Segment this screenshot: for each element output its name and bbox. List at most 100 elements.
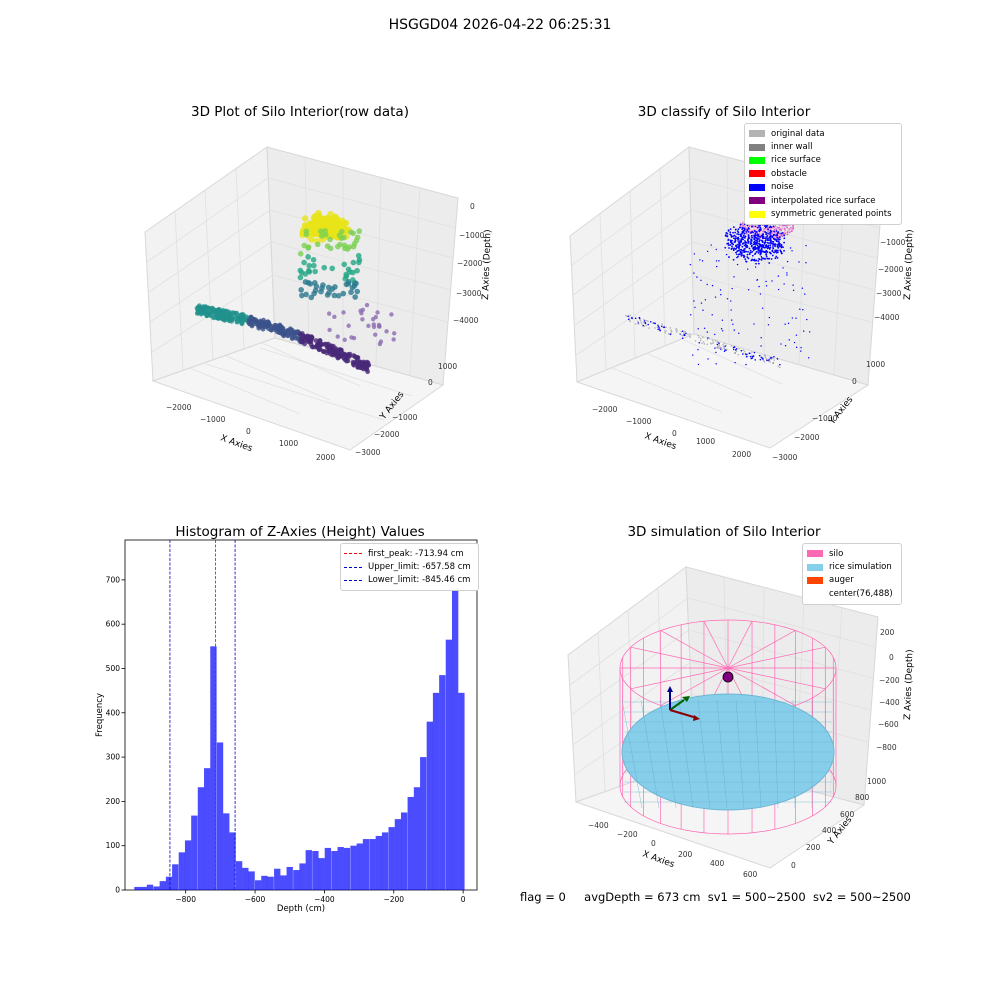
raw-data-point <box>340 290 347 297</box>
noise-point <box>734 231 736 234</box>
noise-point <box>741 251 743 254</box>
raw-xtick: −1000 <box>200 415 226 424</box>
raw-data-point <box>348 289 354 296</box>
sv1-text: sv1 = 500~2500 <box>707 890 806 904</box>
generated-point <box>741 221 744 223</box>
raw-data-point <box>233 316 239 322</box>
noise-point <box>773 251 775 254</box>
raw-data-point <box>341 261 347 268</box>
noise-point <box>746 253 749 256</box>
raw-data-point <box>302 279 309 285</box>
raw-data-point <box>335 334 340 339</box>
noise-point <box>753 237 756 240</box>
raw-data-point <box>217 309 223 314</box>
raw-ztick: −1000 <box>459 231 485 240</box>
raw-data-point <box>231 310 237 316</box>
generated-point <box>767 230 769 232</box>
classify-plot-title: 3D classify of Silo Interior <box>637 104 811 120</box>
raw-data-point <box>356 228 363 234</box>
noise-point <box>780 252 783 255</box>
generated-point <box>745 232 748 235</box>
noise-point <box>741 230 744 233</box>
raw-data-point <box>364 302 370 308</box>
noise-point <box>738 253 741 256</box>
noise-point <box>737 237 739 240</box>
raw-data-point <box>354 355 359 360</box>
noise-point <box>748 247 751 250</box>
noise-point <box>768 242 770 245</box>
raw-data-point <box>335 292 342 299</box>
raw-zaxis-label: Z Axies (Depth) <box>481 229 493 300</box>
raw-xtick: 0 <box>246 427 251 436</box>
raw-data-point <box>342 337 347 343</box>
generated-point <box>779 224 781 227</box>
noise-point <box>730 236 733 238</box>
noise-point <box>750 235 753 237</box>
sim-ztick: −400 <box>879 698 900 707</box>
generated-point <box>764 235 767 238</box>
raw-data-point <box>332 219 339 227</box>
noise-point <box>737 233 740 236</box>
raw-data-point <box>306 269 313 275</box>
noise-point <box>743 250 746 252</box>
legend-swatch <box>807 590 823 597</box>
generated-point <box>791 228 794 231</box>
generated-point <box>777 226 779 229</box>
raw-data-point <box>391 337 396 342</box>
raw-data-points <box>194 209 397 375</box>
raw-data-point <box>223 308 229 314</box>
noise-point <box>736 233 739 235</box>
noise-point <box>753 229 756 232</box>
noise-point <box>775 251 778 254</box>
noise-point <box>783 241 785 244</box>
generated-point <box>775 228 778 231</box>
histogram-title: Histogram of Z-Axies (Height) Values <box>175 524 425 540</box>
noise-point <box>741 226 744 229</box>
raw-data-point <box>309 334 315 340</box>
noise-point <box>770 226 773 229</box>
noise-point <box>773 230 776 233</box>
raw-data-point <box>301 259 307 266</box>
raw-data-point <box>220 316 225 322</box>
noise-point <box>753 241 755 244</box>
noise-point <box>737 243 739 246</box>
legend-label: auger <box>829 575 854 586</box>
avg-depth-text: avgDepth = 673 cm <box>584 890 701 904</box>
noise-point <box>749 249 752 252</box>
sim-ztick: 200 <box>880 628 895 637</box>
noise-point <box>751 236 753 239</box>
noise-point <box>777 246 780 249</box>
raw-data-point <box>244 314 249 320</box>
noise-point <box>772 247 775 250</box>
noise-point <box>764 231 766 233</box>
raw-data-point <box>371 324 377 330</box>
figure-title: HSGGD04 2026-04-22 06:25:31 <box>388 17 612 33</box>
raw-data-point <box>211 315 216 321</box>
raw-data-point <box>203 304 209 310</box>
raw-data-point <box>376 322 382 328</box>
noise-point <box>776 232 779 234</box>
noise-point <box>758 258 761 261</box>
noise-point <box>766 247 769 250</box>
noise-point <box>766 224 769 227</box>
raw-data-point <box>373 314 378 320</box>
raw-data-point <box>340 219 348 227</box>
noise-point <box>731 239 733 242</box>
noise-point <box>779 249 782 252</box>
noise-point <box>740 235 743 238</box>
raw-data-point <box>323 216 330 224</box>
noise-point <box>783 234 786 237</box>
noise-point <box>783 237 786 240</box>
raw-data-point <box>360 317 365 322</box>
generated-point <box>775 227 778 229</box>
generated-point <box>750 224 752 227</box>
noise-point <box>764 257 766 260</box>
noise-point <box>776 236 779 239</box>
raw-data-point <box>297 251 304 257</box>
raw-data-point <box>224 315 230 321</box>
legend-label: center(76,488) <box>829 588 893 599</box>
raw-ztick: −3000 <box>456 289 482 298</box>
noise-point <box>726 242 729 245</box>
